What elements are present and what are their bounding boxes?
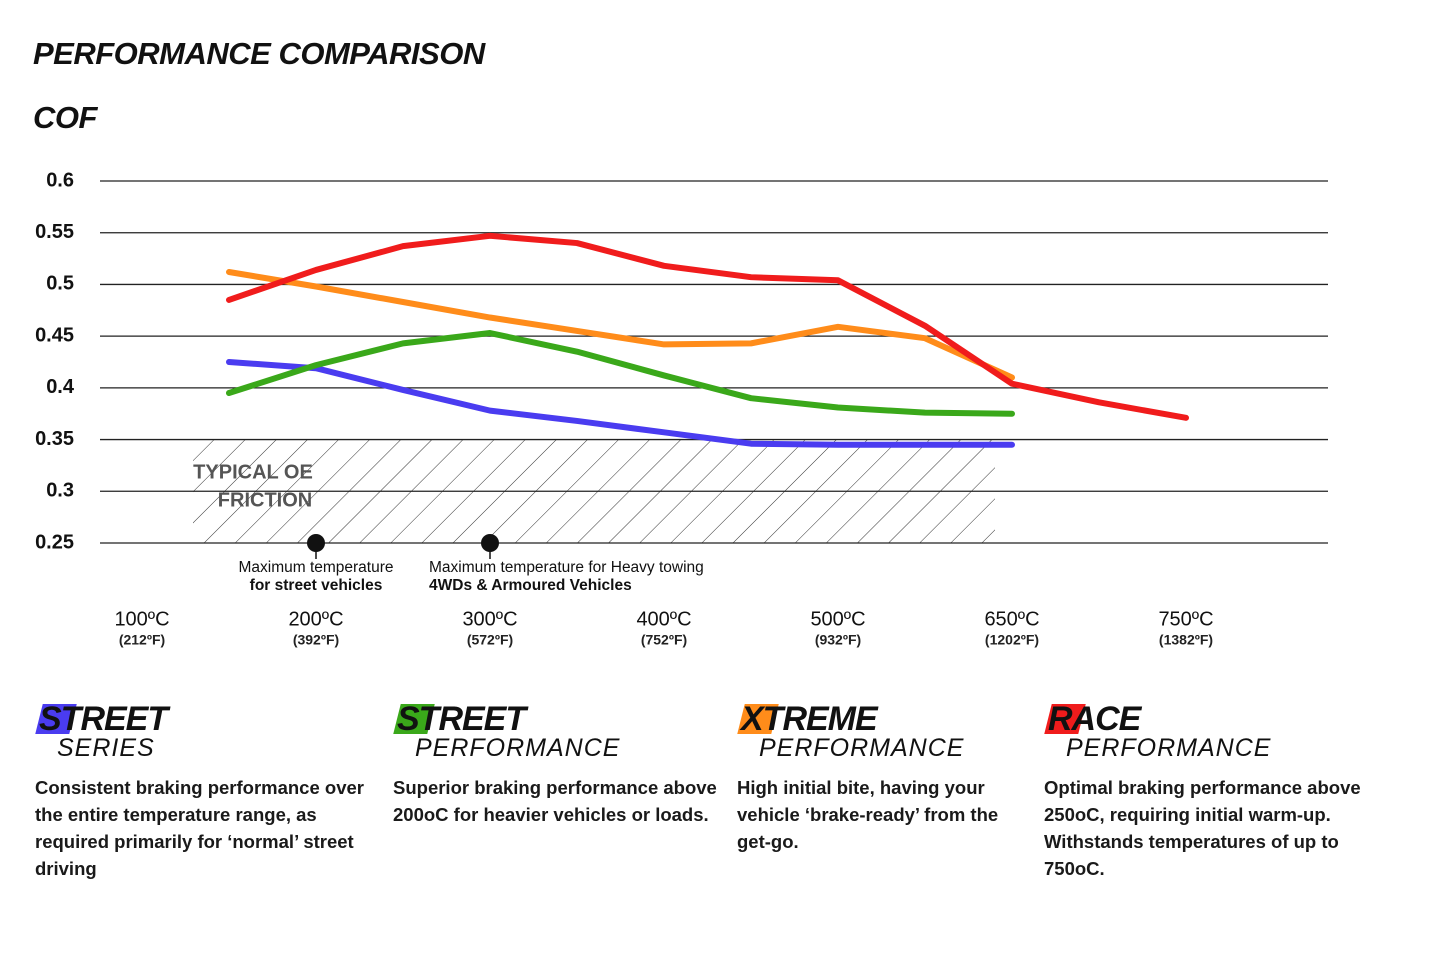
chart: TYPICAL OE FRICTION 0.25 0.3 0.35 0.4 0.45 0.… [35,169,1328,648]
product-description: Superior braking performance above 200oC… [393,777,717,825]
y-tick-label: 0.55 [35,221,74,243]
x-tick-label: 200ºC [288,608,343,630]
product-name: RACE [1048,700,1141,738]
product-subname: PERFORMANCE [415,734,621,762]
y-tick-label: 0.3 [46,480,74,502]
annotation-marker [481,534,499,552]
y-tick-label: 0.45 [35,324,74,346]
x-tick-sublabel: (212ºF) [119,632,165,648]
series-line [226,330,1015,417]
y-tick-label: 0.35 [35,428,74,450]
x-tick-sublabel: (752ºF) [641,632,687,648]
x-tick-label: 100ºC [114,608,169,630]
x-tick-label: 300ºC [462,608,517,630]
x-tick-label: 400ºC [636,608,691,630]
y-axis-label: COF [33,100,97,135]
x-tick-sublabel: (932ºF) [815,632,861,648]
y-tick-label: 0.5 [46,273,74,295]
chart-title: PERFORMANCE COMPARISON [33,36,485,71]
y-tick-label: 0.6 [46,169,74,191]
product-description: High initial bite, having your vehicle ‘… [737,777,999,852]
product: XTREME PERFORMANCE High initial bite, hav… [737,700,1027,855]
x-tick-sublabel: (1382ºF) [1159,632,1213,648]
y-tick-label: 0.4 [46,376,75,398]
annotation-text: for street vehicles [250,577,383,594]
annotation-text: 4WDs & Armoured Vehicles [429,577,632,594]
product-description: Optimal braking performance above 250oC,… [1044,777,1361,879]
annotation-text: Maximum temperature for Heavy towing [429,559,704,576]
product: STREET PERFORMANCE Superior braking perfo… [393,700,733,828]
x-tick-label: 650ºC [984,608,1039,630]
product-name: STREET [397,700,526,738]
product-name: STREET [39,700,168,738]
annotation-text: Maximum temperature [238,559,393,576]
product: RACE PERFORMANCE Optimal braking performa… [1044,700,1374,882]
series-line [226,359,1015,448]
product-logo: STREET PERFORMANCE [393,700,733,762]
x-tick-sublabel: (572ºF) [467,632,513,648]
y-tick-label: 0.25 [35,531,74,553]
product-subname: PERFORMANCE [759,734,965,762]
product: STREET SERIES Consistent braking performa… [35,700,375,882]
x-tick-sublabel: (392ºF) [293,632,339,648]
product-name: XTREME [741,700,878,738]
product-description: Consistent braking performance over the … [35,777,364,879]
annotation-marker [307,534,325,552]
series-line [226,269,1015,381]
series-line [226,232,1189,421]
region-label: TYPICAL OE [193,461,313,483]
x-tick-label: 500ºC [810,608,865,630]
product-subname: SERIES [57,734,155,762]
product-logo: RACE PERFORMANCE [1044,700,1374,762]
x-tick-sublabel: (1202ºF) [985,632,1039,648]
x-tick-label: 750ºC [1158,608,1213,630]
product-logo: XTREME PERFORMANCE [737,700,1027,762]
product-subname: PERFORMANCE [1066,734,1272,762]
region-label: FRICTION [218,489,312,511]
product-logo: STREET SERIES [35,700,375,762]
